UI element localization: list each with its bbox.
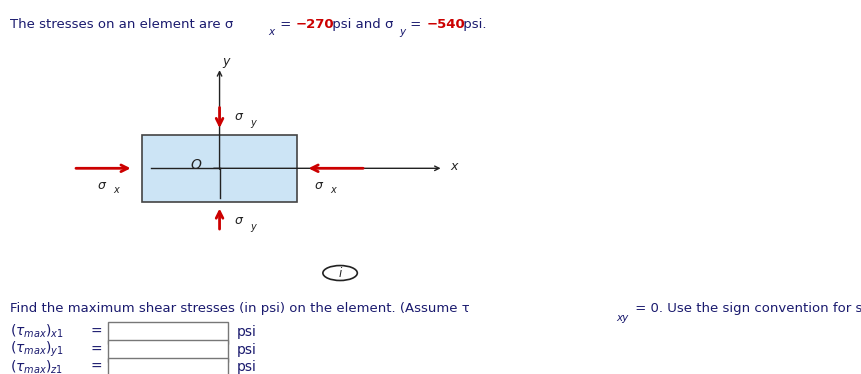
Text: =: =: [276, 18, 295, 31]
Text: O: O: [190, 157, 201, 172]
Text: σ: σ: [315, 179, 323, 191]
Text: psi: psi: [237, 325, 257, 339]
Bar: [108, 340, 228, 362]
Text: =: =: [90, 325, 102, 339]
Text: psi and σ: psi and σ: [328, 18, 393, 31]
Bar: [108, 358, 228, 374]
Text: = 0. Use the sign convention for shear stresses.): = 0. Use the sign convention for shear s…: [631, 302, 861, 315]
Text: x: x: [113, 185, 119, 195]
Text: σ: σ: [97, 179, 105, 191]
Text: $(\tau_{max})_{y1}$: $(\tau_{max})_{y1}$: [10, 340, 65, 359]
Text: psi.: psi.: [459, 18, 486, 31]
Bar: [108, 322, 228, 344]
Text: The stresses on an element are σ: The stresses on an element are σ: [10, 18, 233, 31]
Text: σ: σ: [235, 214, 243, 227]
Text: psi: psi: [237, 360, 257, 374]
Text: −270: −270: [295, 18, 334, 31]
Text: i: i: [338, 267, 342, 279]
Text: y: y: [400, 27, 406, 37]
Text: −540: −540: [426, 18, 465, 31]
Text: x: x: [450, 160, 457, 173]
Text: =: =: [90, 343, 102, 357]
Text: psi: psi: [237, 343, 257, 357]
Text: y: y: [223, 55, 230, 68]
Text: Find the maximum shear stresses (in psi) on the element. (Assume τ: Find the maximum shear stresses (in psi)…: [10, 302, 470, 315]
Text: $(\tau_{max})_{z1}$: $(\tau_{max})_{z1}$: [10, 359, 64, 374]
Text: xy: xy: [616, 313, 629, 323]
Text: =: =: [90, 360, 102, 374]
Text: σ: σ: [235, 110, 243, 123]
Text: =: =: [406, 18, 426, 31]
Text: x: x: [331, 185, 336, 195]
Text: y: y: [251, 118, 257, 128]
Text: y: y: [251, 222, 257, 232]
Bar: [142, 135, 297, 202]
Text: $(\tau_{max})_{x1}$: $(\tau_{max})_{x1}$: [10, 323, 65, 340]
Text: x: x: [269, 27, 275, 37]
